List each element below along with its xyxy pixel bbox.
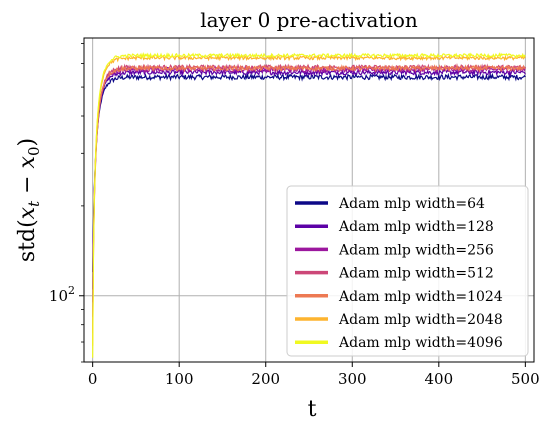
series-line — [92, 72, 526, 273]
legend-label: Adam mlp width=64 — [338, 196, 485, 212]
legend-label: Adam mlp width=1024 — [338, 289, 503, 305]
legend-label: Adam mlp width=128 — [338, 219, 494, 235]
series-layer — [92, 51, 526, 358]
series-line — [92, 54, 526, 346]
x-tick-label: 200 — [251, 370, 280, 388]
plot-frame — [83, 37, 535, 363]
legend-label: Adam mlp width=256 — [338, 242, 494, 258]
legend-box — [286, 185, 529, 357]
x-tick-label: 100 — [165, 370, 194, 388]
x-tick-label: 400 — [424, 370, 453, 388]
legend-label: Adam mlp width=512 — [338, 266, 494, 282]
series-line — [92, 51, 526, 358]
legend-label: Adam mlp width=4096 — [338, 335, 503, 351]
series-line — [92, 67, 526, 290]
series-line — [92, 63, 526, 334]
chart-title: layer 0 pre-activation — [200, 8, 418, 32]
legend-label: Adam mlp width=2048 — [338, 312, 503, 328]
legend: Adam mlp width=64 Adam mlp width=128 Adam … — [286, 185, 529, 357]
y-axis-label: std(xt − x0) — [15, 138, 43, 262]
x-axis-label: t — [308, 397, 317, 422]
x-tick-label: 500 — [511, 370, 540, 388]
x-tick-label: 300 — [338, 370, 367, 388]
y-tick-label: 102 — [49, 284, 75, 305]
ticks-layer: 0 100 200 300 400 500 102 — [49, 43, 540, 388]
x-tick-label: 0 — [88, 370, 98, 388]
